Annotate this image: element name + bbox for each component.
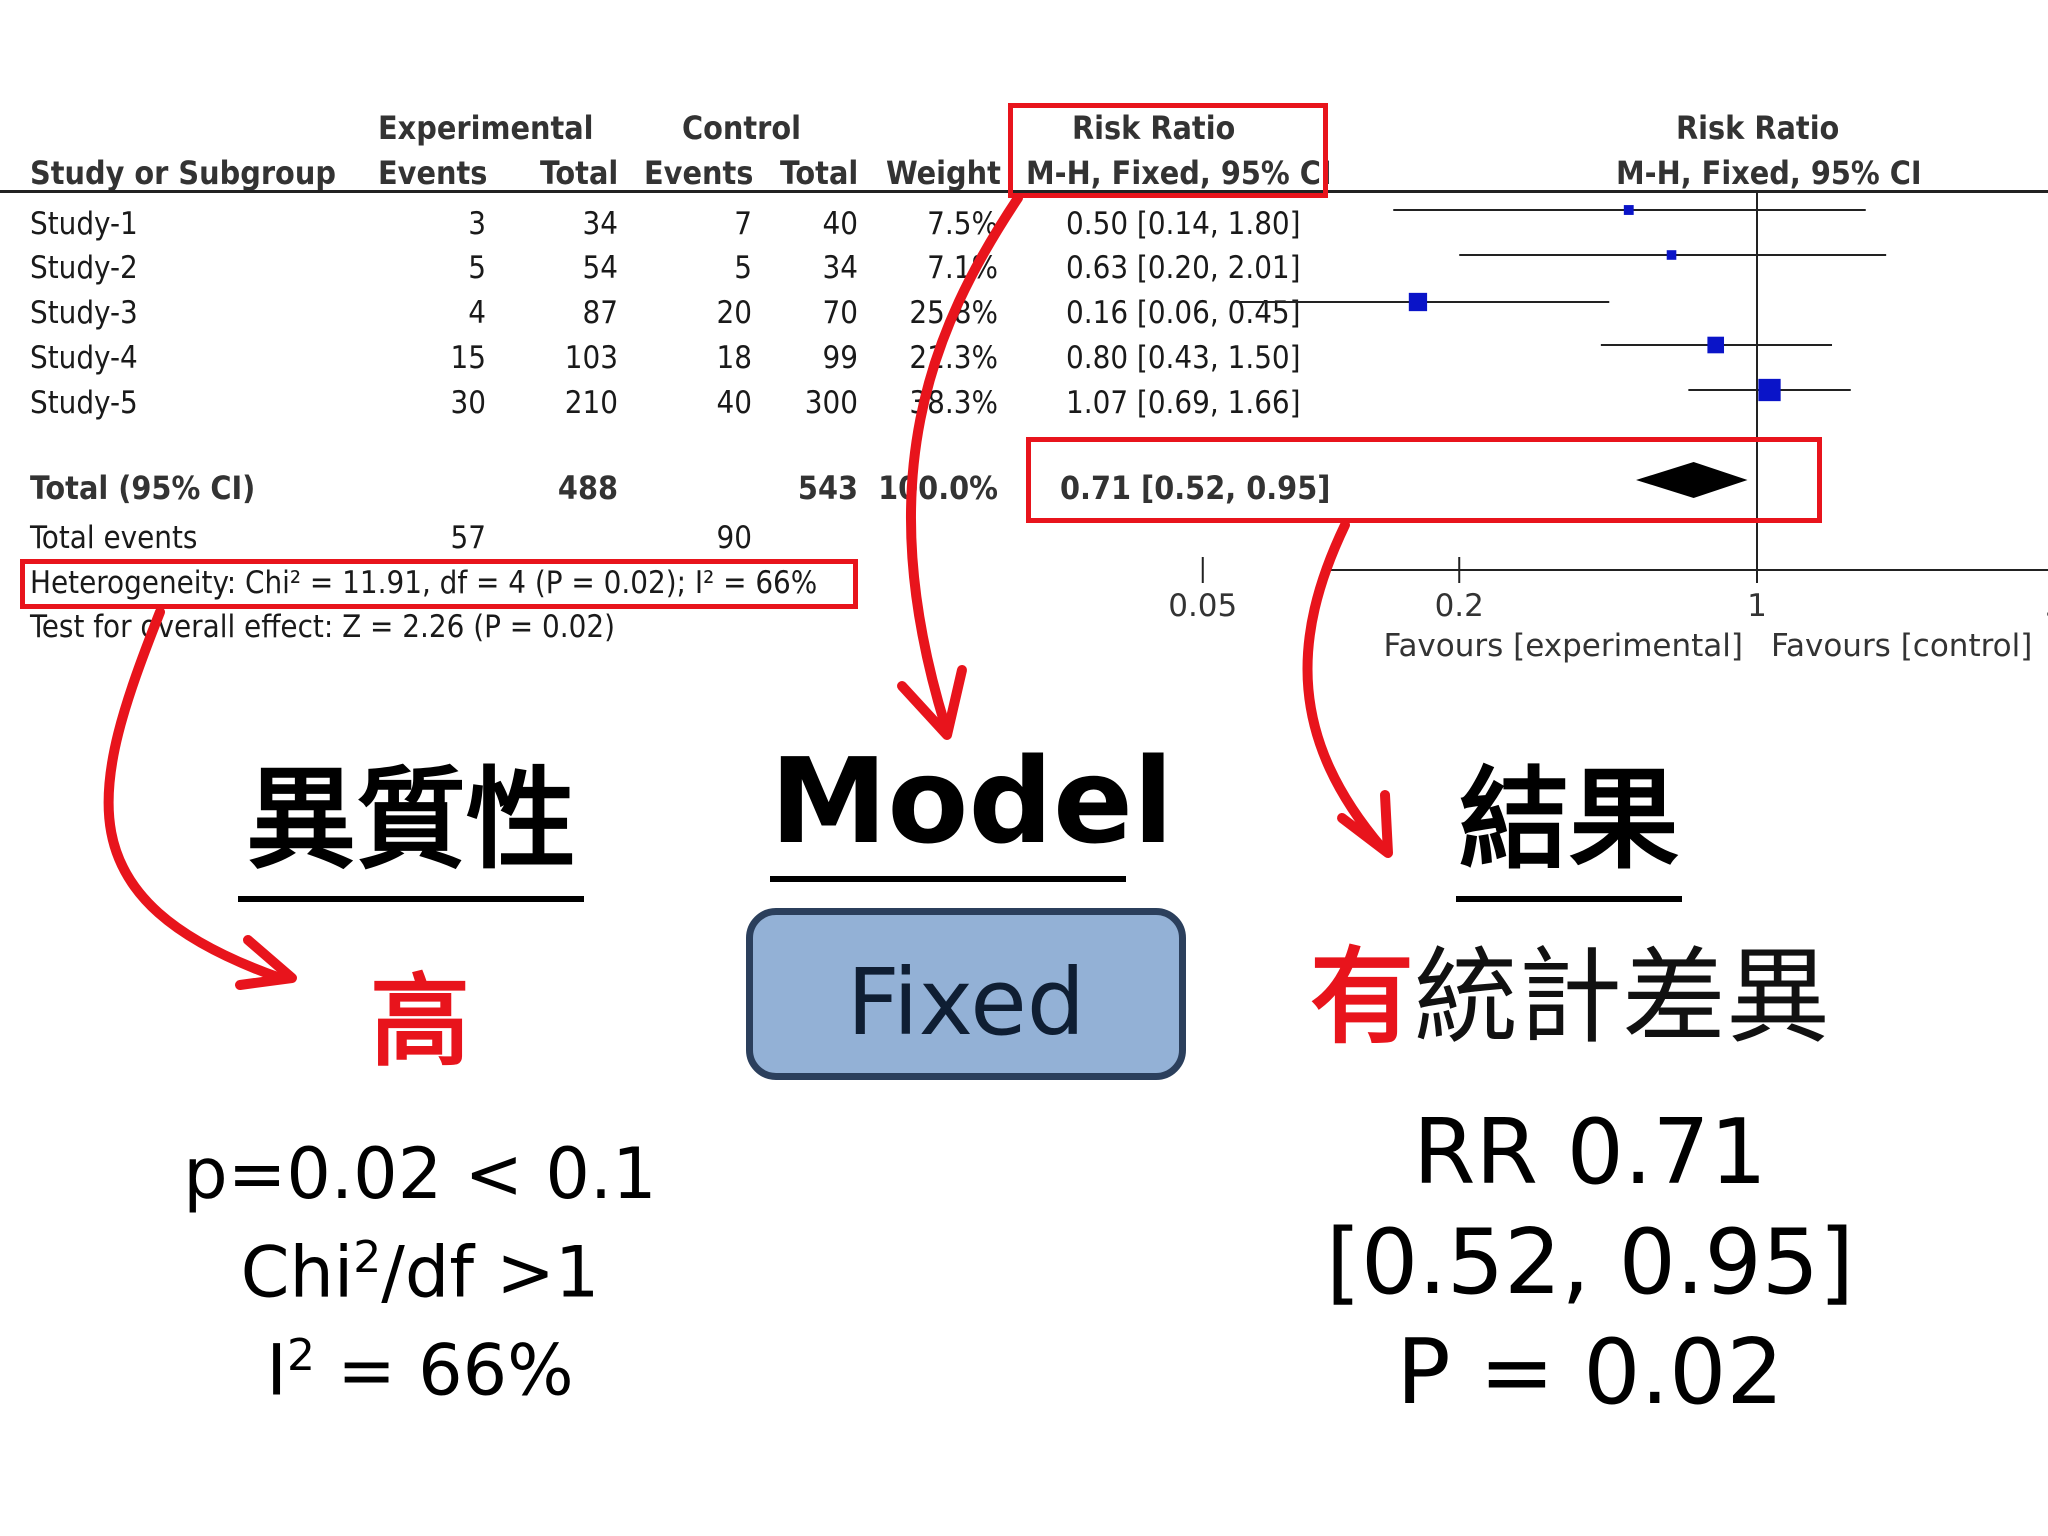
row-rr-ci: 0.63 [0.20, 2.01] <box>1066 250 1301 286</box>
heterogeneity-title: 異質性 <box>238 730 584 902</box>
total-label: Total (95% CI) <box>30 469 256 507</box>
res-line-3: P = 0.02 <box>1396 1320 1784 1425</box>
result-highlight-box <box>1026 437 1822 523</box>
header-risk-ratio-plot: Risk Ratio <box>1676 109 1840 147</box>
row-ctl-events: 18 <box>716 340 752 376</box>
heterogeneity-text: Heterogeneity: Chi² = 11.91, df = 4 (P =… <box>30 565 818 601</box>
study-marker <box>1666 250 1677 260</box>
row-ctl-total: 99 <box>822 340 858 376</box>
model-highlight-box <box>1008 103 1328 198</box>
arrow-heterogeneity-head <box>235 935 297 990</box>
arrow-result <box>1302 520 1387 853</box>
header-plot-ci: M-H, Fixed, 95% CI <box>1616 154 1922 192</box>
model-value: Fixed <box>846 949 1086 1056</box>
result-title: 結果 <box>1456 730 1682 902</box>
row-ctl-total: 300 <box>804 385 858 421</box>
row-weight: 7.5% <box>927 206 998 242</box>
total-ctl: 543 <box>797 469 858 507</box>
favours-left-label: Favours [experimental] <box>1383 628 1743 664</box>
result-rest: 統計差異 <box>1414 936 1831 1058</box>
total-rr: 0.71 [0.52, 0.95] <box>1060 469 1331 507</box>
row-rr-ci: 1.07 [0.69, 1.66] <box>1066 385 1301 421</box>
row-exp-events: 5 <box>468 250 486 286</box>
row-exp-total: 54 <box>582 250 618 286</box>
row-exp-events: 3 <box>468 206 486 242</box>
row-weight: 21.3% <box>909 340 998 376</box>
row-exp-events: 15 <box>450 340 486 376</box>
row-ctl-total: 34 <box>822 250 858 286</box>
pooled-diamond <box>1636 462 1748 498</box>
header-divider <box>0 190 2048 193</box>
arrow-heterogeneity <box>103 607 285 983</box>
model-title: Model <box>770 732 1173 882</box>
events-exp: 57 <box>450 520 486 556</box>
row-ctl-events: 20 <box>716 295 752 331</box>
row-ctl-total: 70 <box>822 295 858 331</box>
header-ctl-events: Events <box>644 154 754 192</box>
row-study: Study-3 <box>30 295 138 331</box>
row-study: Study-5 <box>30 385 138 421</box>
header-exp-events: Events <box>378 154 488 192</box>
row-rr-ci: 0.80 [0.43, 1.50] <box>1066 340 1301 376</box>
row-exp-total: 87 <box>582 295 618 331</box>
favours-right-label: Favours [control] <box>1771 628 2032 664</box>
total-exp: 488 <box>557 469 618 507</box>
model-value-box: Fixed <box>746 908 1186 1080</box>
res-line-2: [0.52, 0.95] <box>1325 1210 1855 1315</box>
row-ctl-total: 40 <box>822 206 858 242</box>
row-study: Study-4 <box>30 340 138 376</box>
x-tick-label: 0.2 <box>1435 588 1484 624</box>
heterogeneity-highlight-box <box>20 559 858 609</box>
row-ctl-events: 40 <box>716 385 752 421</box>
heterogeneity-details: p=0.02 < 0.1 Chi2/df >1 I2 = 66% <box>160 1132 680 1413</box>
row-exp-events: 30 <box>450 385 486 421</box>
x-tick-label: 5 <box>2045 588 2048 624</box>
row-exp-total: 103 <box>564 340 618 376</box>
header-experimental: Experimental <box>378 109 594 147</box>
row-ctl-events: 7 <box>734 206 752 242</box>
arrow-model <box>905 193 1023 730</box>
het-line-2: Chi2/df >1 <box>240 1231 600 1314</box>
total-weight: 100.0% <box>878 469 998 507</box>
arrow-model-head <box>897 665 967 740</box>
het-line-3: I2 = 66% <box>266 1329 574 1412</box>
overall-effect-text: Test for overall effect: Z = 2.26 (P = 0… <box>30 609 615 645</box>
study-marker <box>1707 336 1725 354</box>
study-marker <box>1408 292 1428 312</box>
row-rr-ci: 0.50 [0.14, 1.80] <box>1066 206 1301 242</box>
row-exp-events: 4 <box>468 295 486 331</box>
events-label: Total events <box>30 520 198 556</box>
row-exp-total: 34 <box>582 206 618 242</box>
res-line-1: RR 0.71 <box>1412 1100 1768 1205</box>
het-line-1: p=0.02 < 0.1 <box>183 1133 657 1215</box>
heterogeneity-value: 高 <box>370 963 470 1080</box>
result-details: RR 0.71 [0.52, 0.95] P = 0.02 <box>1300 1098 1880 1428</box>
events-ctl: 90 <box>716 520 752 556</box>
result-emph: 有 <box>1310 936 1415 1058</box>
header-rr-ci: M-H, Fixed, 95% CI <box>1026 154 1332 192</box>
result-value: 有統計差異 <box>1310 940 1830 1054</box>
x-tick-label: 0.05 <box>1168 588 1237 624</box>
study-marker <box>1758 378 1781 402</box>
header-study: Study or Subgroup <box>30 154 336 192</box>
header-risk-ratio: Risk Ratio <box>1072 109 1236 147</box>
header-control: Control <box>682 109 802 147</box>
arrow-result-head <box>1337 790 1393 858</box>
header-exp-total: Total <box>540 154 619 192</box>
row-study: Study-2 <box>30 250 138 286</box>
header-ctl-total: Total <box>780 154 859 192</box>
row-ctl-events: 5 <box>734 250 752 286</box>
row-study: Study-1 <box>30 206 138 242</box>
x-tick-label: 1 <box>1747 588 1767 624</box>
study-marker <box>1623 205 1634 215</box>
header-weight: Weight <box>886 154 1001 192</box>
row-exp-total: 210 <box>564 385 618 421</box>
